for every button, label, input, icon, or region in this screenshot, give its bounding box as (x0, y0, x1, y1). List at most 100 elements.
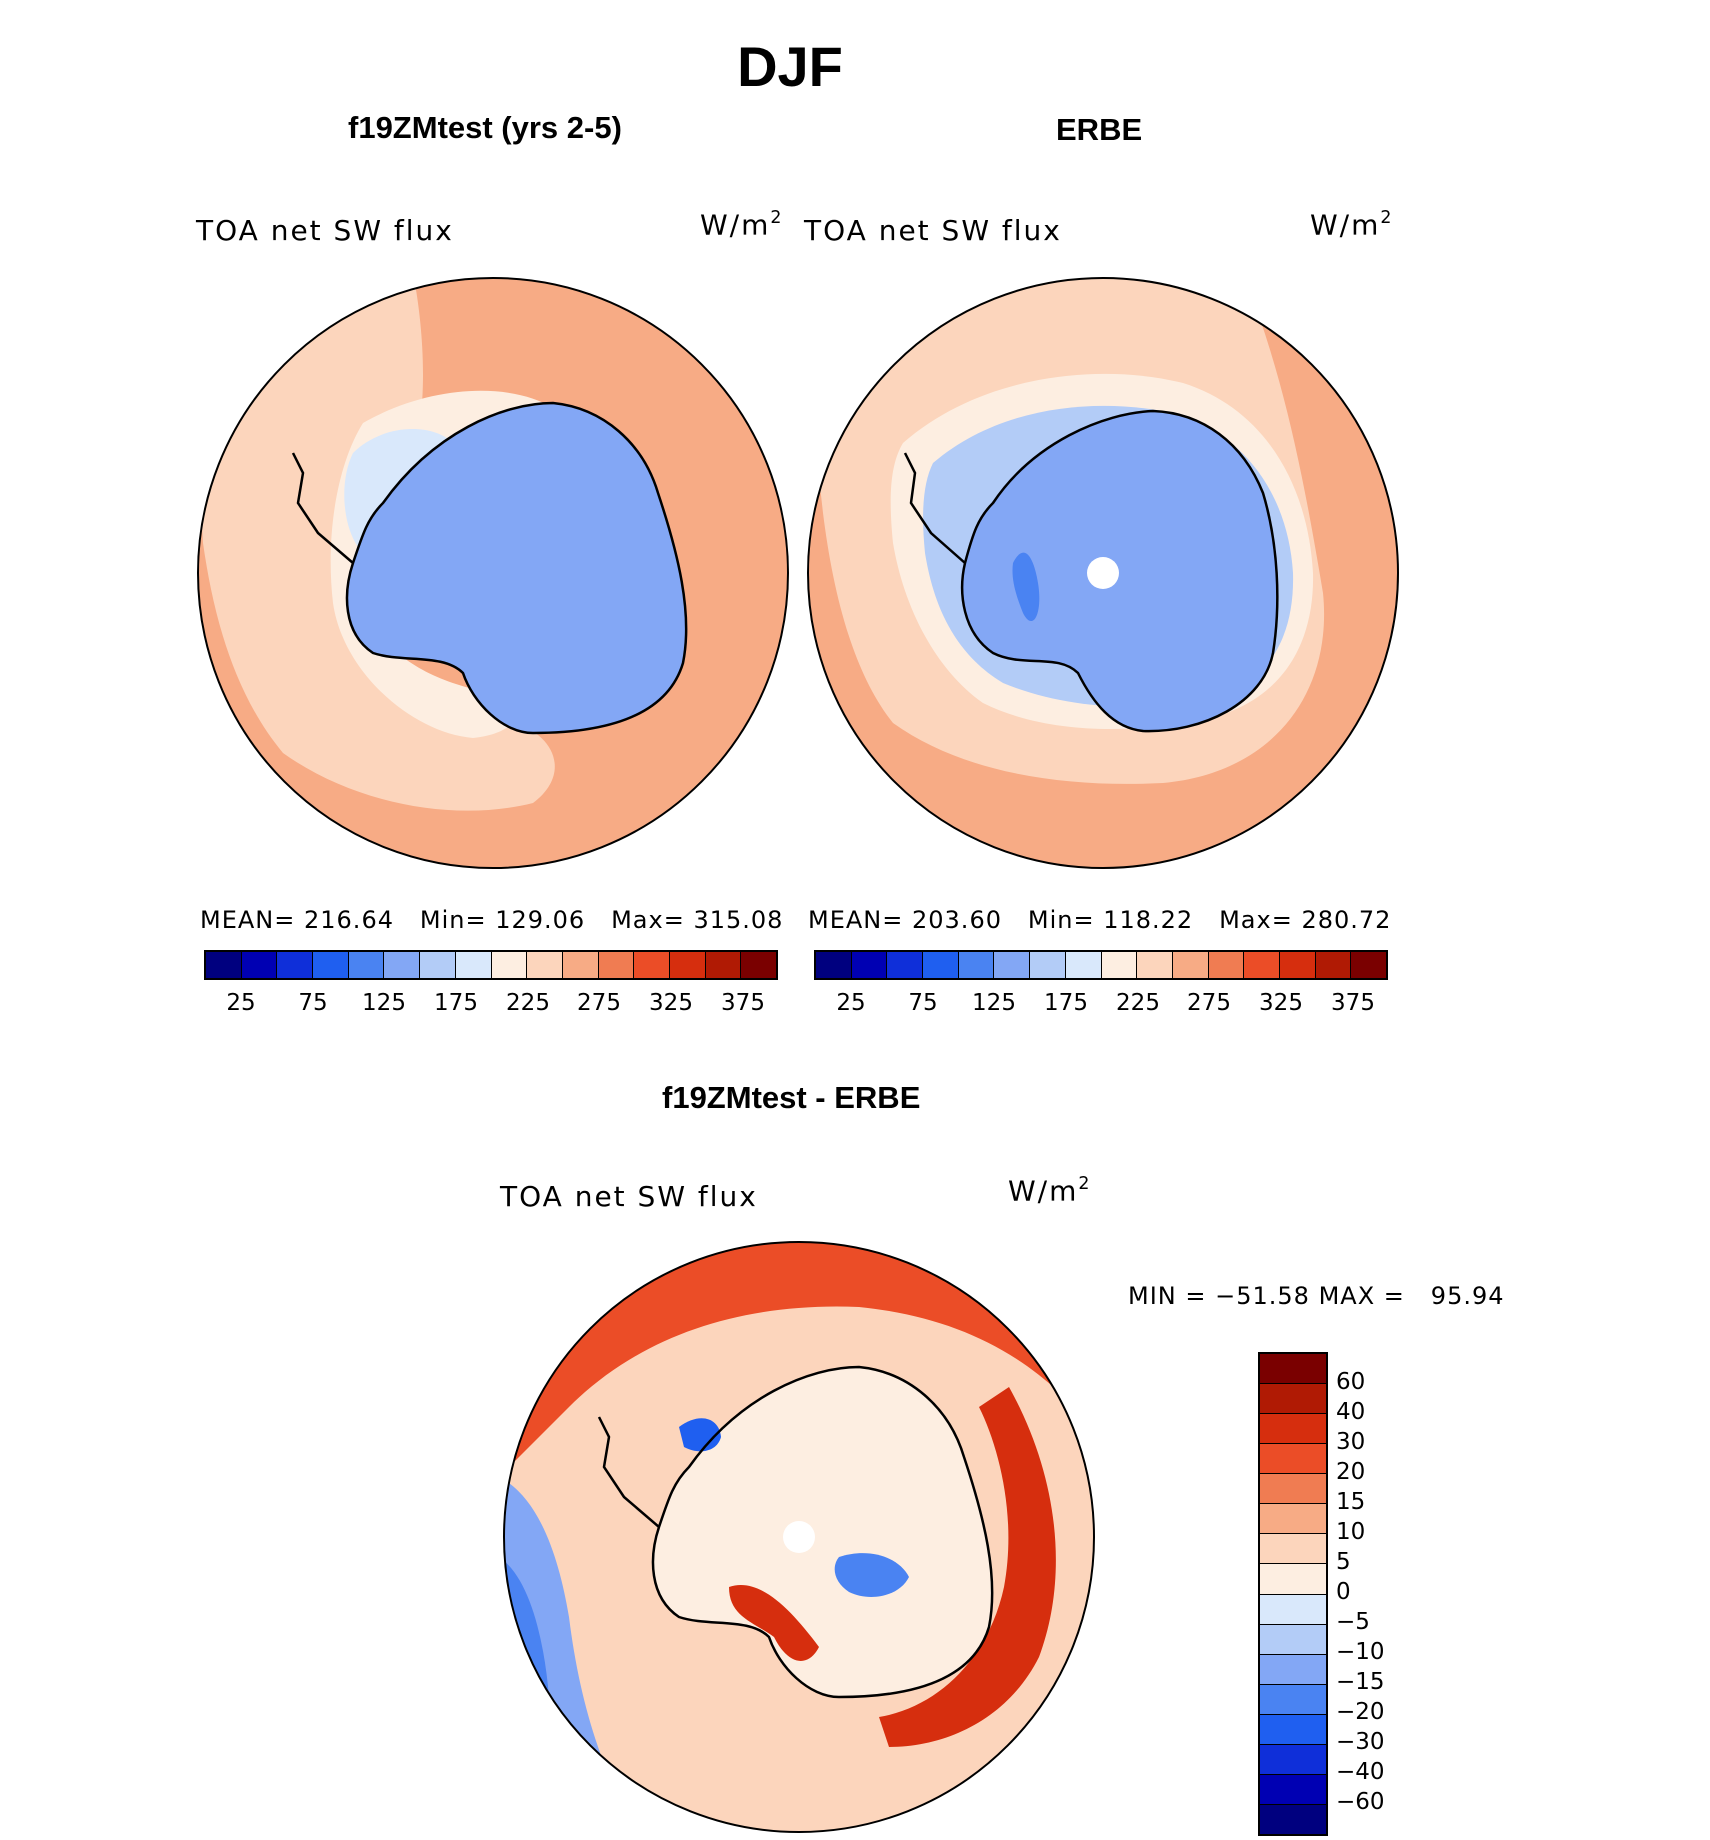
colorbar-tick: 175 (434, 990, 478, 1016)
colorbar-cell (1351, 952, 1386, 978)
colorbar-tick: −10 (1336, 1639, 1385, 1665)
peninsula-coastline (597, 1416, 660, 1528)
panel3-map (503, 1241, 1095, 1833)
colorbar-cell (851, 952, 888, 978)
map-border (503, 1241, 1095, 1833)
colorbar-cell (1260, 1474, 1326, 1505)
colorbar-tick: 375 (1331, 990, 1375, 1016)
colorbar-cell (1279, 952, 1316, 978)
colorbar-tick: −5 (1336, 1609, 1370, 1635)
colorbar-cell (1137, 952, 1173, 978)
colorbar-tick: 30 (1336, 1429, 1366, 1455)
antarctica-coastline (651, 1365, 994, 1699)
colorbar-cell (816, 952, 852, 978)
colorbar-cell (705, 952, 742, 978)
colorbar-tick: 175 (1044, 990, 1088, 1016)
ring-high-east (879, 1387, 1056, 1747)
colorbar-cell (923, 952, 959, 978)
colorbar-tick: 25 (226, 990, 256, 1016)
colorbar-cell (1260, 1594, 1326, 1625)
colorbar-cell (1260, 1504, 1326, 1535)
colorbar-cell (1260, 1414, 1326, 1445)
colorbar-cell (994, 952, 1031, 978)
panel1-variable-label: TOA net SW flux (196, 214, 454, 247)
panel2-colorbar-ticks: 25 75 125 175 225 275 325 375 (816, 990, 1396, 1020)
colorbar-cell (1315, 952, 1352, 978)
colorbar-cell (669, 952, 706, 978)
low-flux-patch (1012, 552, 1040, 622)
panel2-variable-label: TOA net SW flux (804, 214, 1062, 247)
continent-field (653, 1367, 993, 1697)
colorbar-tick: 0 (1336, 1579, 1351, 1605)
panel2-title: ERBE (1056, 112, 1143, 147)
colorbar-tick: 275 (1187, 990, 1231, 1016)
panel3-title: f19ZMtest - ERBE (662, 1080, 921, 1115)
colorbar-cell (1260, 1744, 1326, 1775)
peninsula-coastline (903, 452, 966, 564)
colorbar-tick: 225 (506, 990, 550, 1016)
colorbar-cell (384, 952, 421, 978)
colorbar-tick: 275 (577, 990, 621, 1016)
colorbar-cell (1260, 1384, 1326, 1415)
colorbar-cell (420, 952, 456, 978)
colorbar-cell (562, 952, 599, 978)
colorbar-cell (1208, 952, 1245, 978)
colorbar-cell (527, 952, 563, 978)
colorbar-cell (1260, 1564, 1326, 1595)
ring-high (504, 1242, 1094, 1477)
colorbar-tick: 25 (836, 990, 866, 1016)
panel3-stats: MIN = −51.58 MAX = 95.94 (1128, 1282, 1505, 1310)
antarctica-coastline (345, 401, 688, 735)
panel2-colorbar (814, 950, 1388, 980)
colorbar-tick: 375 (721, 990, 765, 1016)
colorbar-tick: −40 (1336, 1759, 1385, 1785)
colorbar-tick: −15 (1336, 1669, 1385, 1695)
colorbar-tick: 15 (1336, 1489, 1366, 1515)
colorbar-cell (348, 952, 385, 978)
panel3-colorbar (1258, 1352, 1328, 1836)
colorbar-cell (1030, 952, 1066, 978)
panel3-variable-label: TOA net SW flux (500, 1180, 758, 1213)
colorbar-cell (598, 952, 635, 978)
colorbar-cell (1101, 952, 1138, 978)
pole-hole (783, 1521, 815, 1553)
colorbar-cell (313, 952, 349, 978)
colorbar-tick: 325 (1259, 990, 1303, 1016)
panel3-colorbar-ticks: 60 40 30 20 15 10 5 0 −5 −10 −15 −20 −30… (1336, 1352, 1436, 1836)
colorbar-cell (1260, 1624, 1326, 1655)
panel2-stats: MEAN= 203.60 Min= 118.22 Max= 280.72 (808, 906, 1392, 934)
panel2-units: W/m2 (1310, 208, 1394, 242)
colorbar-tick: −20 (1336, 1699, 1385, 1725)
negative-patch (679, 1418, 721, 1452)
colorbar-tick: 125 (362, 990, 406, 1016)
band-light (198, 278, 555, 811)
map-border (197, 277, 789, 869)
panel1-colorbar-ticks: 25 75 125 175 225 275 325 375 (206, 990, 786, 1020)
colorbar-cell (491, 952, 528, 978)
colorbar-tick: 75 (298, 990, 328, 1016)
colorbar-cell (958, 952, 995, 978)
panel2-map (807, 277, 1399, 869)
colorbar-cell (455, 952, 492, 978)
positive-patch (729, 1585, 819, 1661)
colorbar-cell (1065, 952, 1102, 978)
pole-hole (1087, 557, 1119, 589)
colorbar-cell (1172, 952, 1209, 978)
colorbar-tick: −30 (1336, 1729, 1385, 1755)
panel1-map (197, 277, 789, 869)
colorbar-cell (1260, 1804, 1326, 1834)
colorbar-tick: 5 (1336, 1549, 1351, 1575)
peninsula-coastline (291, 452, 354, 564)
colorbar-cell (241, 952, 278, 978)
colorbar-tick: 10 (1336, 1519, 1366, 1545)
colorbar-cell (634, 952, 670, 978)
colorbar-tick: 20 (1336, 1459, 1366, 1485)
figure-title: DJF (737, 35, 843, 98)
panel1-colorbar (204, 950, 778, 980)
colorbar-cell (741, 952, 776, 978)
colorbar-cell (206, 952, 242, 978)
colorbar-tick: 75 (908, 990, 938, 1016)
colorbar-cell (887, 952, 924, 978)
hotspot (198, 278, 243, 423)
colorbar-cell (1260, 1654, 1326, 1685)
